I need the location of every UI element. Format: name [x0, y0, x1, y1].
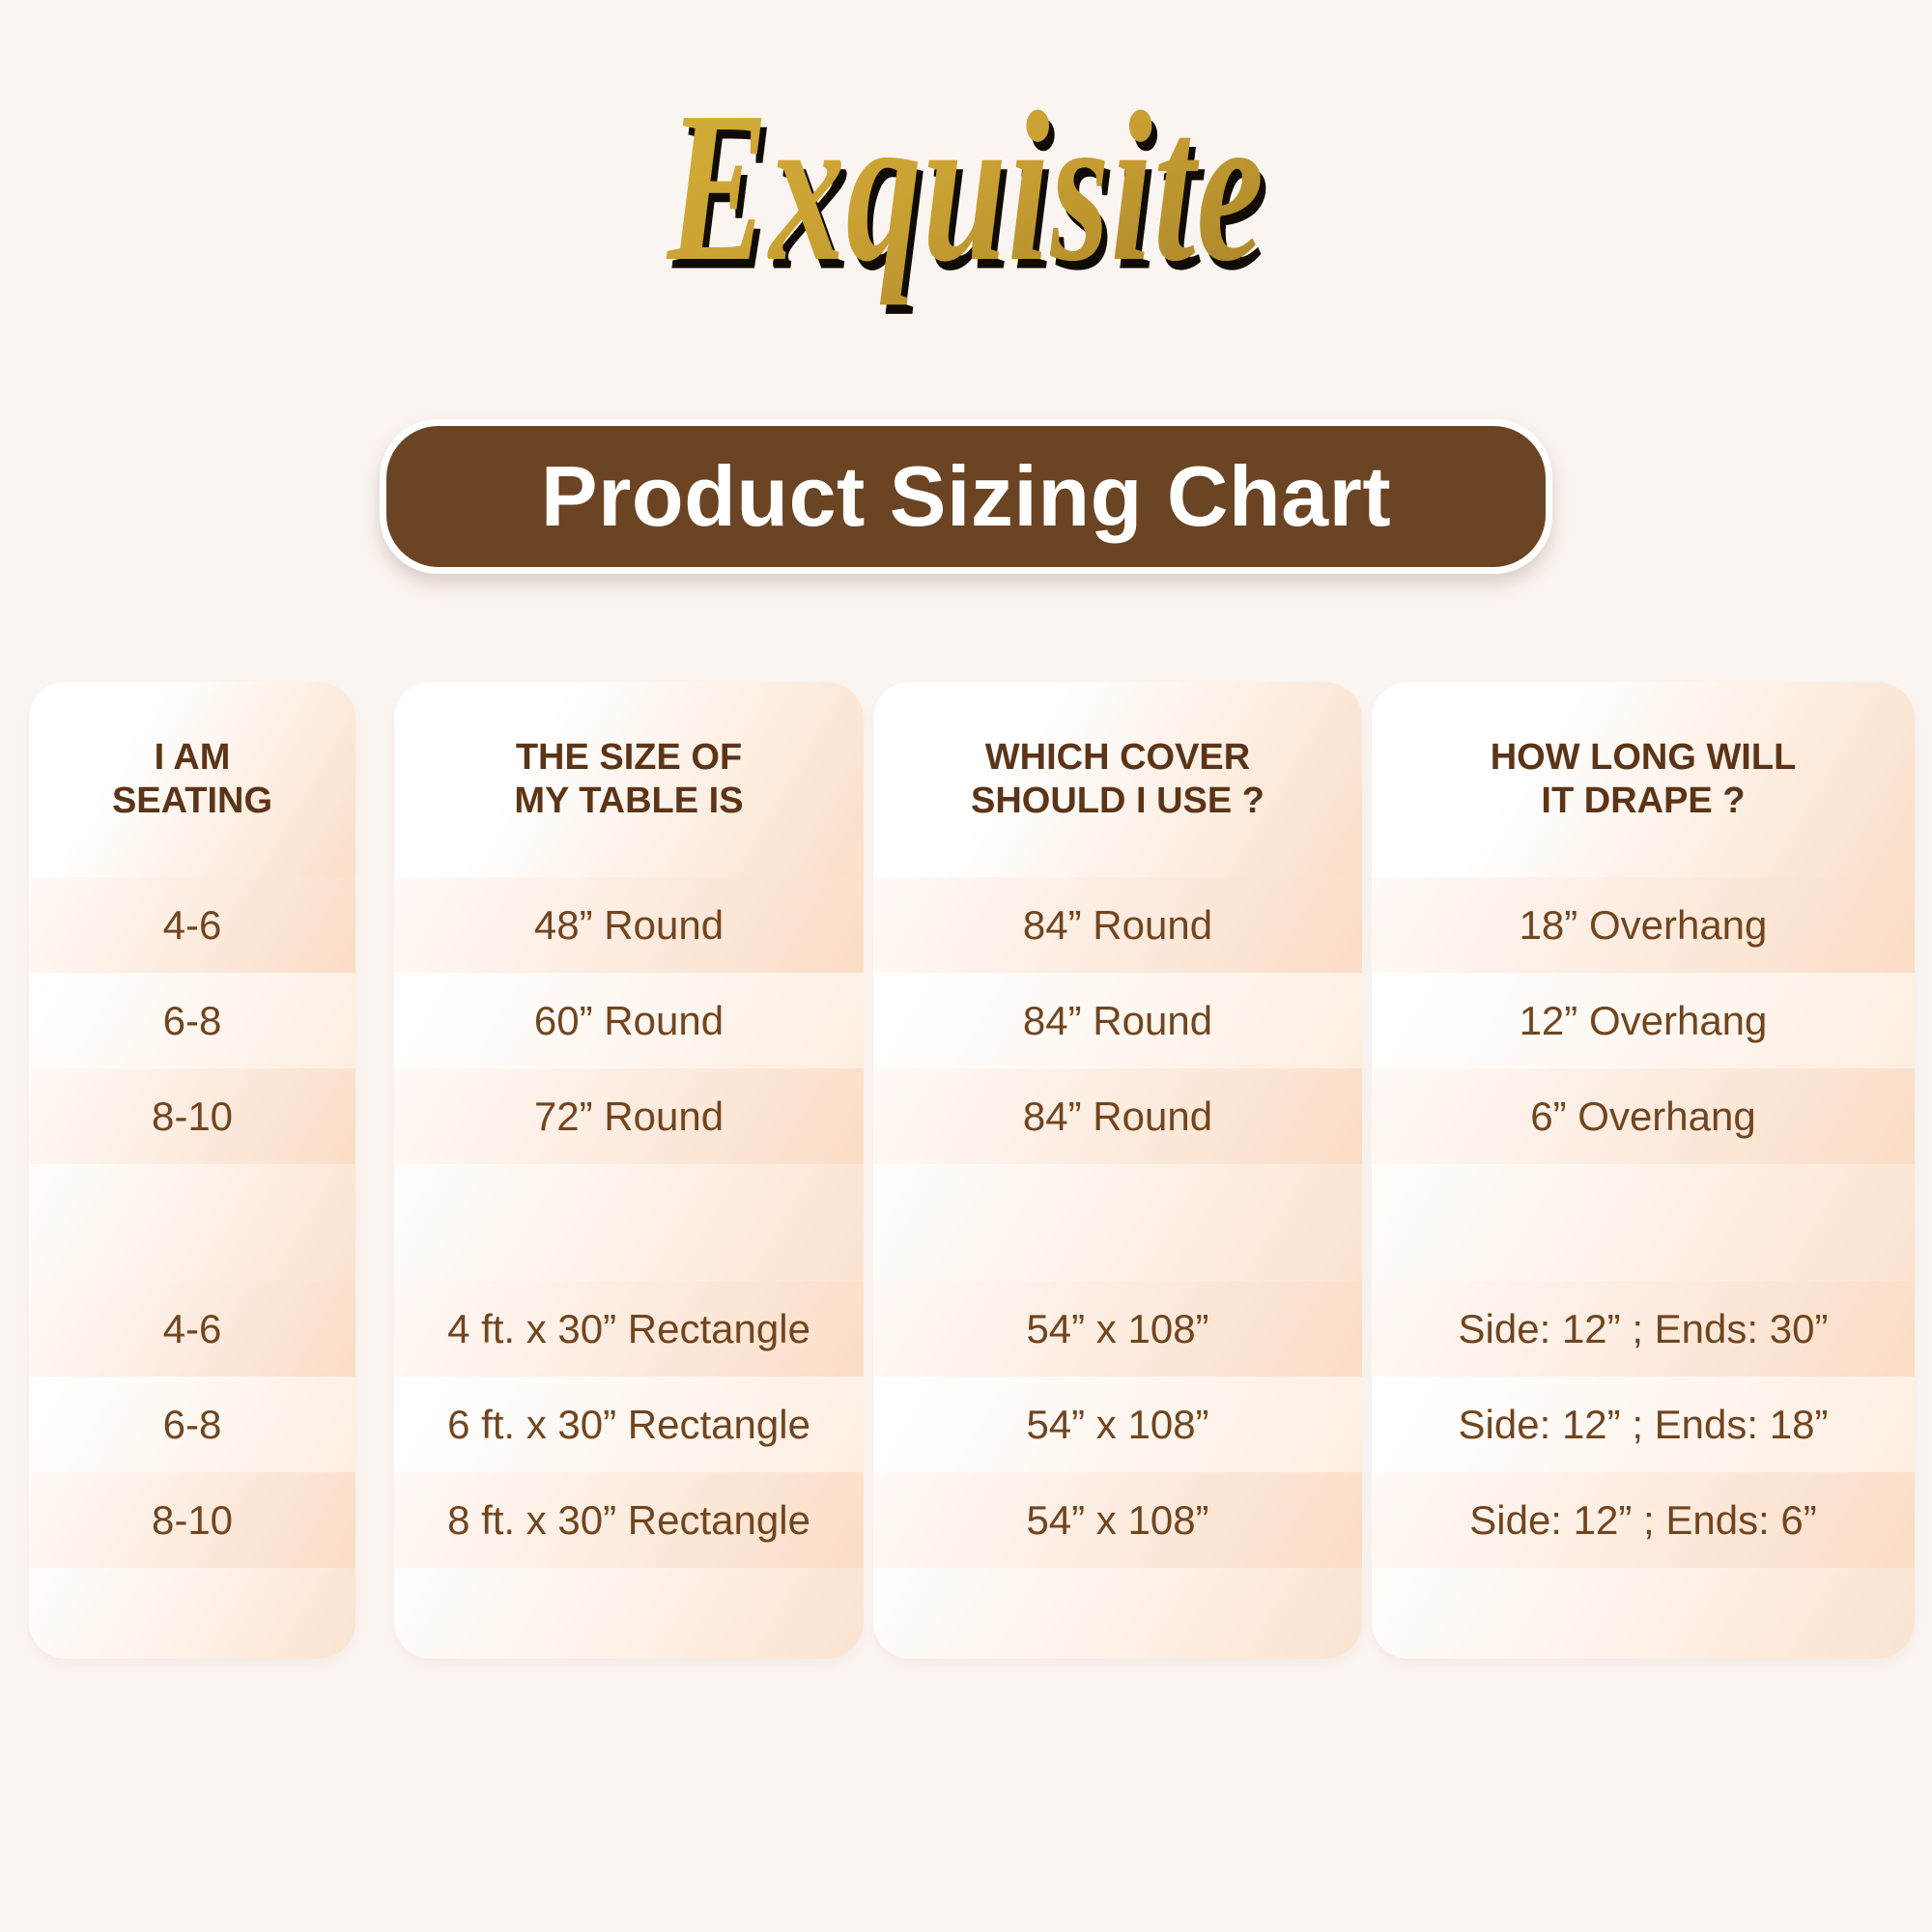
svg-text:Exquisite: Exquisite: [666, 67, 1264, 306]
